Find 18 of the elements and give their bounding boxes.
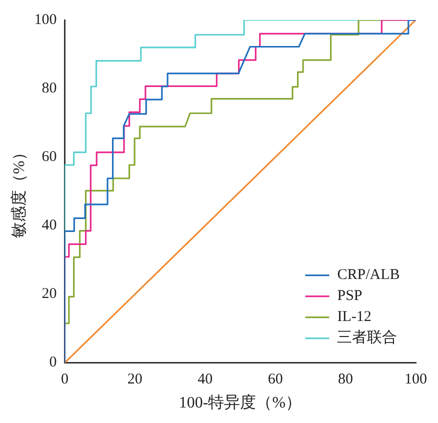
x-tick-label: 0 [60,372,68,388]
x-tick-label: 20 [127,372,142,388]
y-tick-label: 100 [34,12,57,28]
x-tick-label: 100 [404,372,427,388]
x-tick-label: 40 [198,372,213,388]
y-tick-label: 60 [42,149,57,166]
legend-label: CRP/ALB [337,267,400,284]
legend-label: PSP [337,288,362,304]
x-tick-label: 80 [338,372,354,388]
y-tick-label: 80 [42,80,57,96]
x-axis-title: 100-特异度（%） [178,394,302,412]
x-tick-label: 60 [268,372,283,388]
y-tick-label: 40 [42,218,57,234]
legend-label: IL-12 [337,309,372,326]
y-tick-label: 20 [42,286,57,302]
y-axis-title: 敏感度（%） [10,144,28,238]
y-tick-label: 0 [49,354,57,371]
legend-label: 三者联合 [337,329,398,346]
